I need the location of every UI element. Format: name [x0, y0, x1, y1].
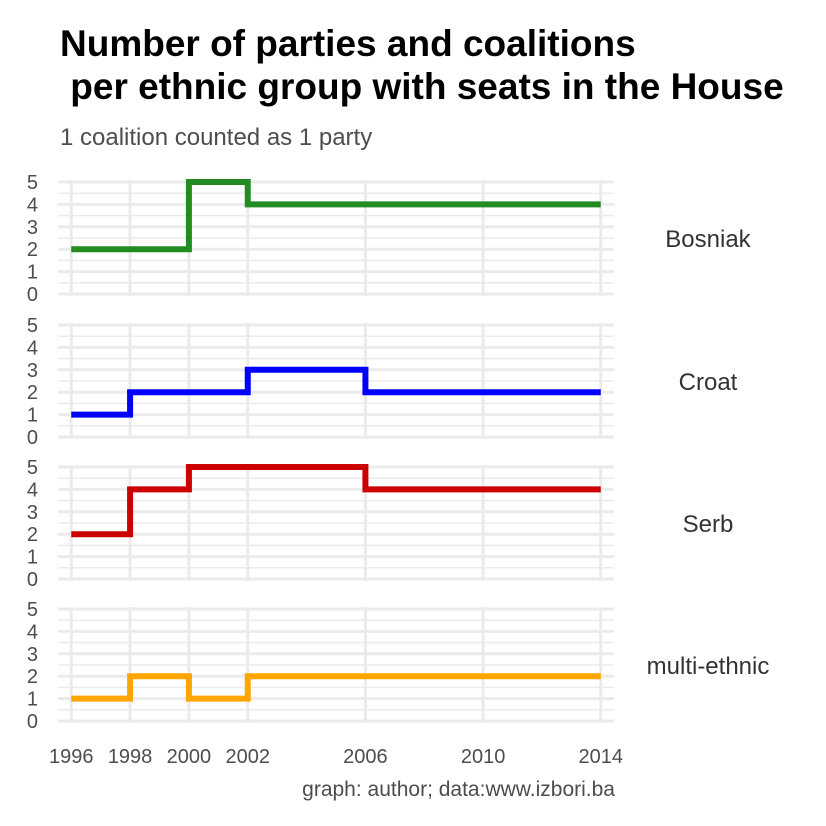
y-tick-label: 5 [27, 457, 38, 479]
y-tick-label: 5 [27, 172, 38, 194]
y-tick-label: 4 [27, 479, 38, 501]
x-tick-label: 2014 [579, 746, 624, 768]
x-tick-label: 2010 [461, 746, 506, 768]
y-tick-label: 4 [27, 194, 38, 216]
x-tick-label: 1998 [108, 746, 153, 768]
y-tick-label: 1 [27, 689, 38, 711]
facet-label: Bosniak [665, 226, 751, 253]
y-tick-label: 5 [27, 315, 38, 337]
facet-label: multi-ethnic [647, 653, 770, 680]
facet-label: Serb [683, 511, 734, 538]
y-tick-label: 0 [27, 569, 38, 591]
y-tick-label: 0 [27, 284, 38, 306]
y-tick-label: 1 [27, 262, 38, 284]
y-tick-label: 3 [27, 360, 38, 382]
y-tick-label: 2 [27, 666, 38, 688]
y-tick-label: 4 [27, 337, 38, 359]
facet-label: Croat [679, 369, 738, 396]
series-line [71, 366, 601, 418]
y-tick-label: 4 [27, 621, 38, 643]
y-tick-label: 5 [27, 599, 38, 621]
chart-title: Number of parties and coalitions per eth… [60, 23, 784, 107]
y-tick-label: 3 [27, 644, 38, 666]
series-line [71, 673, 601, 702]
y-tick-label: 3 [27, 502, 38, 524]
y-tick-label: 2 [27, 239, 38, 261]
x-tick-label: 2000 [167, 746, 212, 768]
series-line [71, 179, 601, 253]
x-tick-label: 2006 [343, 746, 388, 768]
chart-caption: graph: author; data:www.izbori.ba [302, 778, 615, 801]
x-tick-label: 2002 [225, 746, 270, 768]
chart-subtitle: 1 coalition counted as 1 party [60, 124, 373, 151]
y-tick-label: 1 [27, 547, 38, 569]
y-tick-label: 2 [27, 382, 38, 404]
y-tick-label: 2 [27, 524, 38, 546]
y-tick-label: 0 [27, 427, 38, 449]
series-line [71, 464, 601, 538]
y-tick-label: 1 [27, 405, 38, 427]
y-tick-label: 0 [27, 711, 38, 733]
y-tick-label: 3 [27, 217, 38, 239]
x-tick-label: 1996 [49, 746, 94, 768]
